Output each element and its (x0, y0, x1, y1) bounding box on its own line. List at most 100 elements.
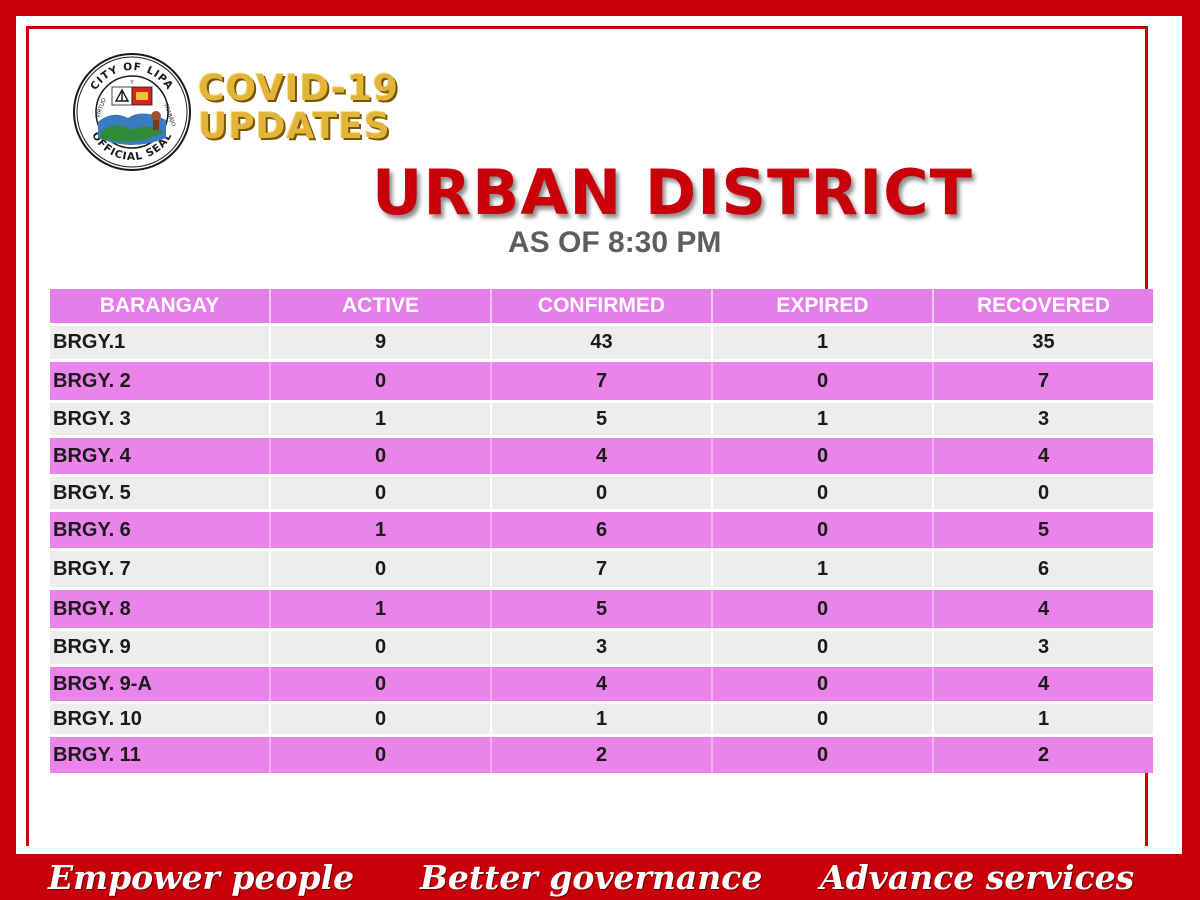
cell-recovered: 0 (933, 477, 1153, 509)
cell-recovered: 4 (933, 667, 1153, 701)
cell-expired: 0 (712, 362, 934, 400)
covid-updates-title: COVID-19 UPDATES (198, 70, 399, 146)
svg-text:Y: Y (129, 80, 134, 86)
cell-barangay: BRGY. 6 (50, 512, 271, 548)
cell-expired: 0 (712, 512, 934, 548)
cell-barangay: BRGY. 10 (50, 704, 271, 734)
cell-active: 0 (270, 477, 492, 509)
cell-confirmed: 5 (491, 590, 713, 628)
cases-table: BARANGAY ACTIVE CONFIRMED EXPIRED RECOVE… (50, 289, 1153, 773)
row-spacer (50, 435, 1153, 438)
cell-active: 1 (270, 403, 492, 435)
row-spacer (50, 323, 1153, 326)
table-row: BRGY. 10 0 1 0 1 (50, 704, 1153, 734)
table-row: BRGY.1 9 43 1 35 (50, 326, 1153, 359)
city-seal: CITY OF LIPA OFFICIAL SEAL VIRTUD TRABAJ… (72, 52, 192, 172)
covid-title-line1: COVID-19 (198, 68, 399, 109)
cell-active: 0 (270, 737, 492, 773)
cell-active: 0 (270, 631, 492, 664)
cell-confirmed: 3 (491, 631, 713, 664)
row-spacer-cell (50, 435, 1153, 438)
row-spacer (50, 587, 1153, 590)
cell-confirmed: 6 (491, 512, 713, 548)
cell-confirmed: 43 (491, 326, 713, 359)
cell-active: 9 (270, 326, 492, 359)
cell-active: 1 (270, 590, 492, 628)
cell-expired: 0 (712, 667, 934, 701)
cell-barangay: BRGY.1 (50, 326, 271, 359)
row-spacer-cell (50, 359, 1153, 362)
cell-barangay: BRGY. 2 (50, 362, 271, 400)
cell-recovered: 4 (933, 438, 1153, 474)
column-header-active: ACTIVE (270, 289, 492, 323)
row-spacer-cell (50, 400, 1153, 403)
row-spacer (50, 400, 1153, 403)
cell-confirmed: 1 (491, 704, 713, 734)
slogan-advance-services: Advance services (820, 858, 1135, 897)
cell-expired: 0 (712, 737, 934, 773)
as-of-timestamp: AS OF 8:30 PM (508, 226, 722, 259)
cell-confirmed: 5 (491, 403, 713, 435)
cell-confirmed: 7 (491, 362, 713, 400)
column-header-expired: EXPIRED (712, 289, 934, 323)
row-spacer (50, 359, 1153, 362)
table-row: BRGY. 11 0 2 0 2 (50, 737, 1153, 773)
cell-barangay: BRGY. 3 (50, 403, 271, 435)
cell-active: 0 (270, 704, 492, 734)
row-spacer (50, 701, 1153, 704)
cell-active: 0 (270, 438, 492, 474)
row-spacer-cell (50, 664, 1153, 667)
cell-barangay: BRGY. 8 (50, 590, 271, 628)
table-row: BRGY. 9-A 0 4 0 4 (50, 667, 1153, 701)
cell-expired: 0 (712, 704, 934, 734)
table-body: BRGY.1 9 43 1 35 BRGY. 2 0 7 0 7 BRGY. 3 1 5 1 3 BRGY. … (50, 323, 1153, 773)
cell-confirmed: 4 (491, 438, 713, 474)
cell-recovered: 2 (933, 737, 1153, 773)
column-header-barangay: BARANGAY (50, 289, 271, 323)
cell-confirmed: 0 (491, 477, 713, 509)
cell-recovered: 3 (933, 403, 1153, 435)
covid-title-line2: UPDATES (198, 106, 391, 147)
cell-confirmed: 7 (491, 551, 713, 587)
cell-expired: 0 (712, 631, 934, 664)
row-spacer (50, 509, 1153, 512)
row-spacer (50, 664, 1153, 667)
cell-barangay: BRGY. 7 (50, 551, 271, 587)
cell-expired: 0 (712, 590, 934, 628)
district-title: URBAN DISTRICT (372, 156, 973, 229)
row-spacer (50, 628, 1153, 631)
cell-expired: 1 (712, 403, 934, 435)
cell-active: 0 (270, 551, 492, 587)
column-header-recovered: RECOVERED (933, 289, 1153, 323)
cell-barangay: BRGY. 11 (50, 737, 271, 773)
row-spacer (50, 734, 1153, 737)
cell-barangay: BRGY. 5 (50, 477, 271, 509)
footer-banner: Empower people Better governance Advance… (0, 854, 1200, 900)
table-header-row: BARANGAY ACTIVE CONFIRMED EXPIRED RECOVE… (50, 289, 1153, 323)
cell-recovered: 4 (933, 590, 1153, 628)
row-spacer-cell (50, 734, 1153, 737)
row-spacer-cell (50, 323, 1153, 326)
row-spacer-cell (50, 587, 1153, 590)
cell-recovered: 5 (933, 512, 1153, 548)
cell-confirmed: 2 (491, 737, 713, 773)
cell-expired: 1 (712, 326, 934, 359)
cell-recovered: 7 (933, 362, 1153, 400)
cell-barangay: BRGY. 4 (50, 438, 271, 474)
row-spacer (50, 548, 1153, 551)
cell-barangay: BRGY. 9-A (50, 667, 271, 701)
slogan-empower-people: Empower people (48, 858, 355, 897)
row-spacer-cell (50, 509, 1153, 512)
cell-recovered: 1 (933, 704, 1153, 734)
cell-recovered: 35 (933, 326, 1153, 359)
cell-active: 0 (270, 667, 492, 701)
city-seal-emblem: CITY OF LIPA OFFICIAL SEAL VIRTUD TRABAJ… (73, 53, 191, 171)
cell-expired: 0 (712, 438, 934, 474)
